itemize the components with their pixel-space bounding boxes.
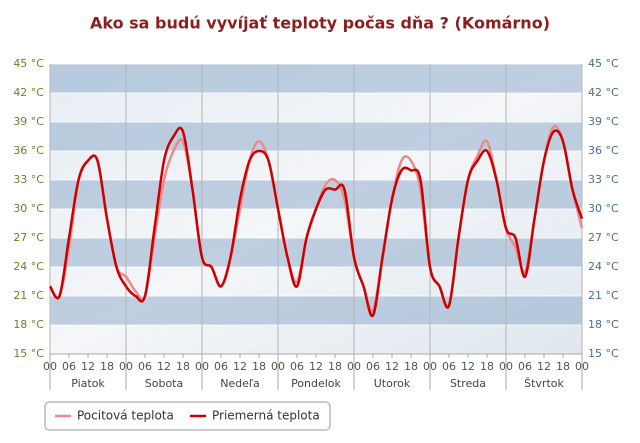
x-tick-label: 12 bbox=[385, 360, 399, 373]
x-tick-label: 06 bbox=[290, 360, 304, 373]
x-tick-label: 00 bbox=[575, 360, 589, 373]
y-tick-label: 45 °C bbox=[13, 57, 44, 70]
plot-band bbox=[50, 64, 582, 93]
y-tick-label: 42 °C bbox=[13, 86, 44, 99]
x-tick-label: 18 bbox=[480, 360, 494, 373]
x-tick-label: 00 bbox=[119, 360, 133, 373]
y2-tick-label: 39 °C bbox=[588, 115, 619, 128]
y-tick-label: 33 °C bbox=[13, 173, 44, 186]
y2-tick-label: 33 °C bbox=[588, 173, 619, 186]
y-tick-label: 24 °C bbox=[13, 260, 44, 273]
x-group-label: Streda bbox=[450, 377, 486, 390]
x-tick-label: 12 bbox=[233, 360, 247, 373]
x-tick-label: 00 bbox=[499, 360, 513, 373]
y-tick-label: 27 °C bbox=[13, 231, 44, 244]
x-tick-label: 18 bbox=[100, 360, 114, 373]
x-group-label: Piatok bbox=[71, 377, 105, 390]
legend-label: Priemerná teplota bbox=[212, 409, 320, 423]
plot-band bbox=[50, 180, 582, 209]
x-tick-label: 18 bbox=[404, 360, 418, 373]
x-tick-label: 12 bbox=[461, 360, 475, 373]
x-tick-label: 00 bbox=[195, 360, 209, 373]
x-tick-label: 00 bbox=[347, 360, 361, 373]
y-tick-label: 15 °C bbox=[13, 347, 44, 360]
x-tick-label: 18 bbox=[328, 360, 342, 373]
x-tick-label: 12 bbox=[157, 360, 171, 373]
x-tick-label: 18 bbox=[176, 360, 190, 373]
y2-tick-label: 21 °C bbox=[588, 289, 619, 302]
x-tick-label: 06 bbox=[62, 360, 76, 373]
y2-tick-label: 18 °C bbox=[588, 318, 619, 331]
y2-tick-label: 45 °C bbox=[588, 57, 619, 70]
plot-band bbox=[50, 296, 582, 325]
x-tick-label: 06 bbox=[138, 360, 152, 373]
x-tick-label: 12 bbox=[309, 360, 323, 373]
legend-box bbox=[44, 401, 331, 431]
x-group-label: Štvrtok bbox=[524, 377, 564, 390]
y-tick-label: 30 °C bbox=[13, 202, 44, 215]
x-tick-label: 12 bbox=[81, 360, 95, 373]
x-tick-label: 06 bbox=[518, 360, 532, 373]
x-tick-label: 06 bbox=[366, 360, 380, 373]
x-tick-label: 06 bbox=[214, 360, 228, 373]
plot-band bbox=[50, 122, 582, 151]
y-tick-label: 21 °C bbox=[13, 289, 44, 302]
series-line bbox=[48, 126, 584, 318]
y2-tick-label: 27 °C bbox=[588, 231, 619, 244]
y2-tick-label: 24 °C bbox=[588, 260, 619, 273]
chart-title: Ako sa budú vyvíjať teploty počas dňa ? … bbox=[90, 14, 550, 33]
y2-tick-label: 15 °C bbox=[588, 347, 619, 360]
y2-tick-label: 42 °C bbox=[588, 86, 619, 99]
y-tick-label: 36 °C bbox=[13, 144, 44, 157]
x-group-label: Utorok bbox=[374, 377, 411, 390]
y2-tick-label: 36 °C bbox=[588, 144, 619, 157]
x-tick-label: 12 bbox=[537, 360, 551, 373]
legend-label: Pocitová teplota bbox=[77, 409, 174, 423]
x-group-label: Pondelok bbox=[291, 377, 341, 390]
x-group-label: Nedeľa bbox=[220, 377, 260, 390]
y-tick-label: 18 °C bbox=[13, 318, 44, 331]
x-tick-label: 06 bbox=[442, 360, 456, 373]
y2-tick-label: 30 °C bbox=[588, 202, 619, 215]
x-tick-label: 18 bbox=[556, 360, 570, 373]
x-tick-label: 18 bbox=[252, 360, 266, 373]
x-tick-label: 00 bbox=[423, 360, 437, 373]
x-tick-label: 00 bbox=[271, 360, 285, 373]
y-tick-label: 39 °C bbox=[13, 115, 44, 128]
x-group-label: Sobota bbox=[145, 377, 183, 390]
x-tick-label: 00 bbox=[43, 360, 57, 373]
plot-band bbox=[50, 238, 582, 267]
